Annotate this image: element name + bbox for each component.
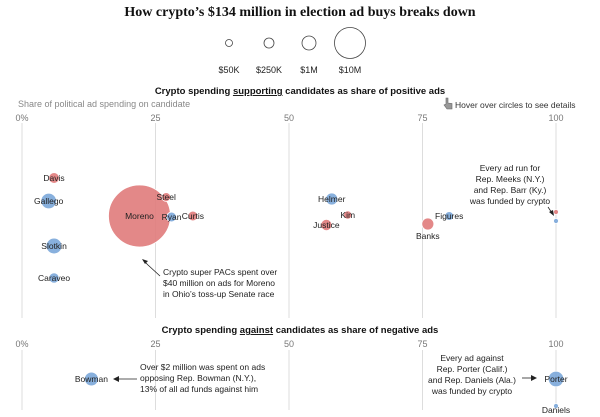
bubble-slotkin[interactable] <box>45 237 63 255</box>
bubble-caraveo[interactable] <box>48 272 60 284</box>
x-tick-label-100: 100 <box>548 339 563 349</box>
bubble-label-helmer: Helmer <box>318 194 346 204</box>
annotation-porter-line-3: and Rep. Daniels (Ala.) <box>428 375 516 385</box>
bubble-figures[interactable] <box>444 211 454 221</box>
x-tick-label-50: 50 <box>284 113 294 123</box>
section-supporting-title: Crypto spending supporting candidates as… <box>155 86 445 97</box>
size-legend-label-1m: $1M <box>300 65 318 75</box>
annotation-meeks-line-3: and Rep. Barr (Ky.) <box>474 185 547 195</box>
size-legend-label-10m: $10M <box>339 65 362 75</box>
against-bubble-labels: Porter Bowman Daniels <box>75 374 570 415</box>
x-tick-label-25: 25 <box>150 113 160 123</box>
bubble-banks[interactable] <box>421 217 435 231</box>
size-legend-label-250k: $250K <box>256 65 282 75</box>
x-tick-label-75: 75 <box>417 339 427 349</box>
bubble-label-kim: Kim <box>340 210 355 220</box>
hover-hint: Hover over circles to see details <box>443 97 575 110</box>
bubble-label-gallego: Gallego <box>34 196 64 206</box>
section-supporting-subtitle: Share of political ad spending on candid… <box>18 99 190 109</box>
x-tick-label-0: 0% <box>15 113 28 123</box>
section-against-title: Crypto spending against candidates as sh… <box>162 325 439 336</box>
x-tick-label-25: 25 <box>150 339 160 349</box>
supporting-x-axis: 0% 25 50 75 100 <box>15 113 563 123</box>
annotation-bowman: Over $2 million was spent on ads opposin… <box>113 362 265 394</box>
size-legend-circle-250k <box>263 37 275 49</box>
bubble-curtis[interactable] <box>187 210 199 222</box>
size-legend-circle-1m <box>301 35 317 51</box>
annotation-porter-daniels: Every ad against Rep. Porter (Calif.) an… <box>428 353 537 396</box>
annotation-bowman-line-3: 13% of all ad funds against him <box>140 384 258 394</box>
annotation-bowman-line-1: Over $2 million was spent on ads <box>140 362 265 372</box>
annotation-meeks-line-2: Rep. Meeks (N.Y.) <box>476 174 545 184</box>
bubble-label-curtis: Curtis <box>182 211 204 221</box>
bubble-daniels[interactable] <box>553 403 559 409</box>
size-legend-circle-10m <box>334 27 366 59</box>
bubble-label-ryan: Ryan <box>162 212 182 222</box>
bubble-label-daniels: Daniels <box>542 405 570 415</box>
against-x-axis: 0% 25 50 75 100 <box>15 339 563 349</box>
bubble-helmer[interactable] <box>325 192 339 206</box>
bubble-ryan[interactable] <box>166 211 177 223</box>
annotation-porter-line-4: was funded by crypto <box>431 386 513 396</box>
bubble-label-steel: Steel <box>156 192 175 202</box>
annotation-porter-line-2: Rep. Porter (Calif.) <box>437 364 508 374</box>
annotation-meeks-line-1: Every ad run for <box>480 163 541 173</box>
x-tick-label-75: 75 <box>417 113 427 123</box>
bubble-label-davis: Davis <box>43 173 64 183</box>
size-legend-label-50k: $50K <box>218 65 239 75</box>
against-bubbles <box>84 370 565 409</box>
chart-title: How crypto’s $134 million in election ad… <box>124 5 475 20</box>
hover-hint-text: Hover over circles to see details <box>455 100 575 110</box>
bubble-label-slotkin: Slotkin <box>41 241 67 251</box>
annotation-moreno: Crypto super PACs spent over $40 million… <box>142 259 277 299</box>
annotation-bowman-line-2: opposing Rep. Bowman (N.Y.), <box>140 373 256 383</box>
pointer-hand-icon <box>443 97 453 110</box>
bubble-bowman[interactable] <box>84 371 99 387</box>
bubble-porter[interactable] <box>547 370 565 388</box>
annotation-moreno-line-2: $40 million on ads for Moreno <box>163 278 275 288</box>
annotation-meeks-barr: Every ad run for Rep. Meeks (N.Y.) and R… <box>469 163 554 216</box>
size-legend-circle-50k <box>225 39 233 47</box>
bubble-steel[interactable] <box>161 192 171 202</box>
annotation-moreno-line-3: in Ohio’s toss-up Senate race <box>163 289 275 299</box>
x-tick-label-100: 100 <box>548 113 563 123</box>
supporting-gridlines <box>21 123 557 318</box>
bubble-label-bowman: Bowman <box>75 374 108 384</box>
x-tick-label-50: 50 <box>284 339 294 349</box>
bubble-point-14[interactable] <box>553 218 559 224</box>
bubble-label-figures: Figures <box>435 211 463 221</box>
bubble-kim[interactable] <box>343 210 353 220</box>
annotation-moreno-line-1: Crypto super PACs spent over <box>163 267 277 277</box>
supporting-bubbles <box>40 172 559 284</box>
bubble-label-caraveo: Caraveo <box>38 273 70 283</box>
x-tick-label-0: 0% <box>15 339 28 349</box>
bubble-point-13[interactable] <box>553 209 559 215</box>
bubble-davis[interactable] <box>48 172 60 184</box>
bubble-gallego[interactable] <box>40 192 57 210</box>
bubble-label-justice: Justice <box>313 220 340 230</box>
supporting-bubble-labels: Moreno Slotkin Gallego Helmer Banks Justice Da… <box>34 173 463 283</box>
annotation-meeks-line-4: was funded by crypto <box>469 196 551 206</box>
size-legend: $50K $250K $1M $10M <box>218 27 366 75</box>
against-gridlines <box>21 350 557 410</box>
bubble-label-porter: Porter <box>544 374 567 384</box>
annotation-porter-line-1: Every ad against <box>440 353 504 363</box>
bubble-label-moreno: Moreno <box>125 211 154 221</box>
bubble-justice[interactable] <box>320 219 333 231</box>
bubble-label-banks: Banks <box>416 231 440 241</box>
